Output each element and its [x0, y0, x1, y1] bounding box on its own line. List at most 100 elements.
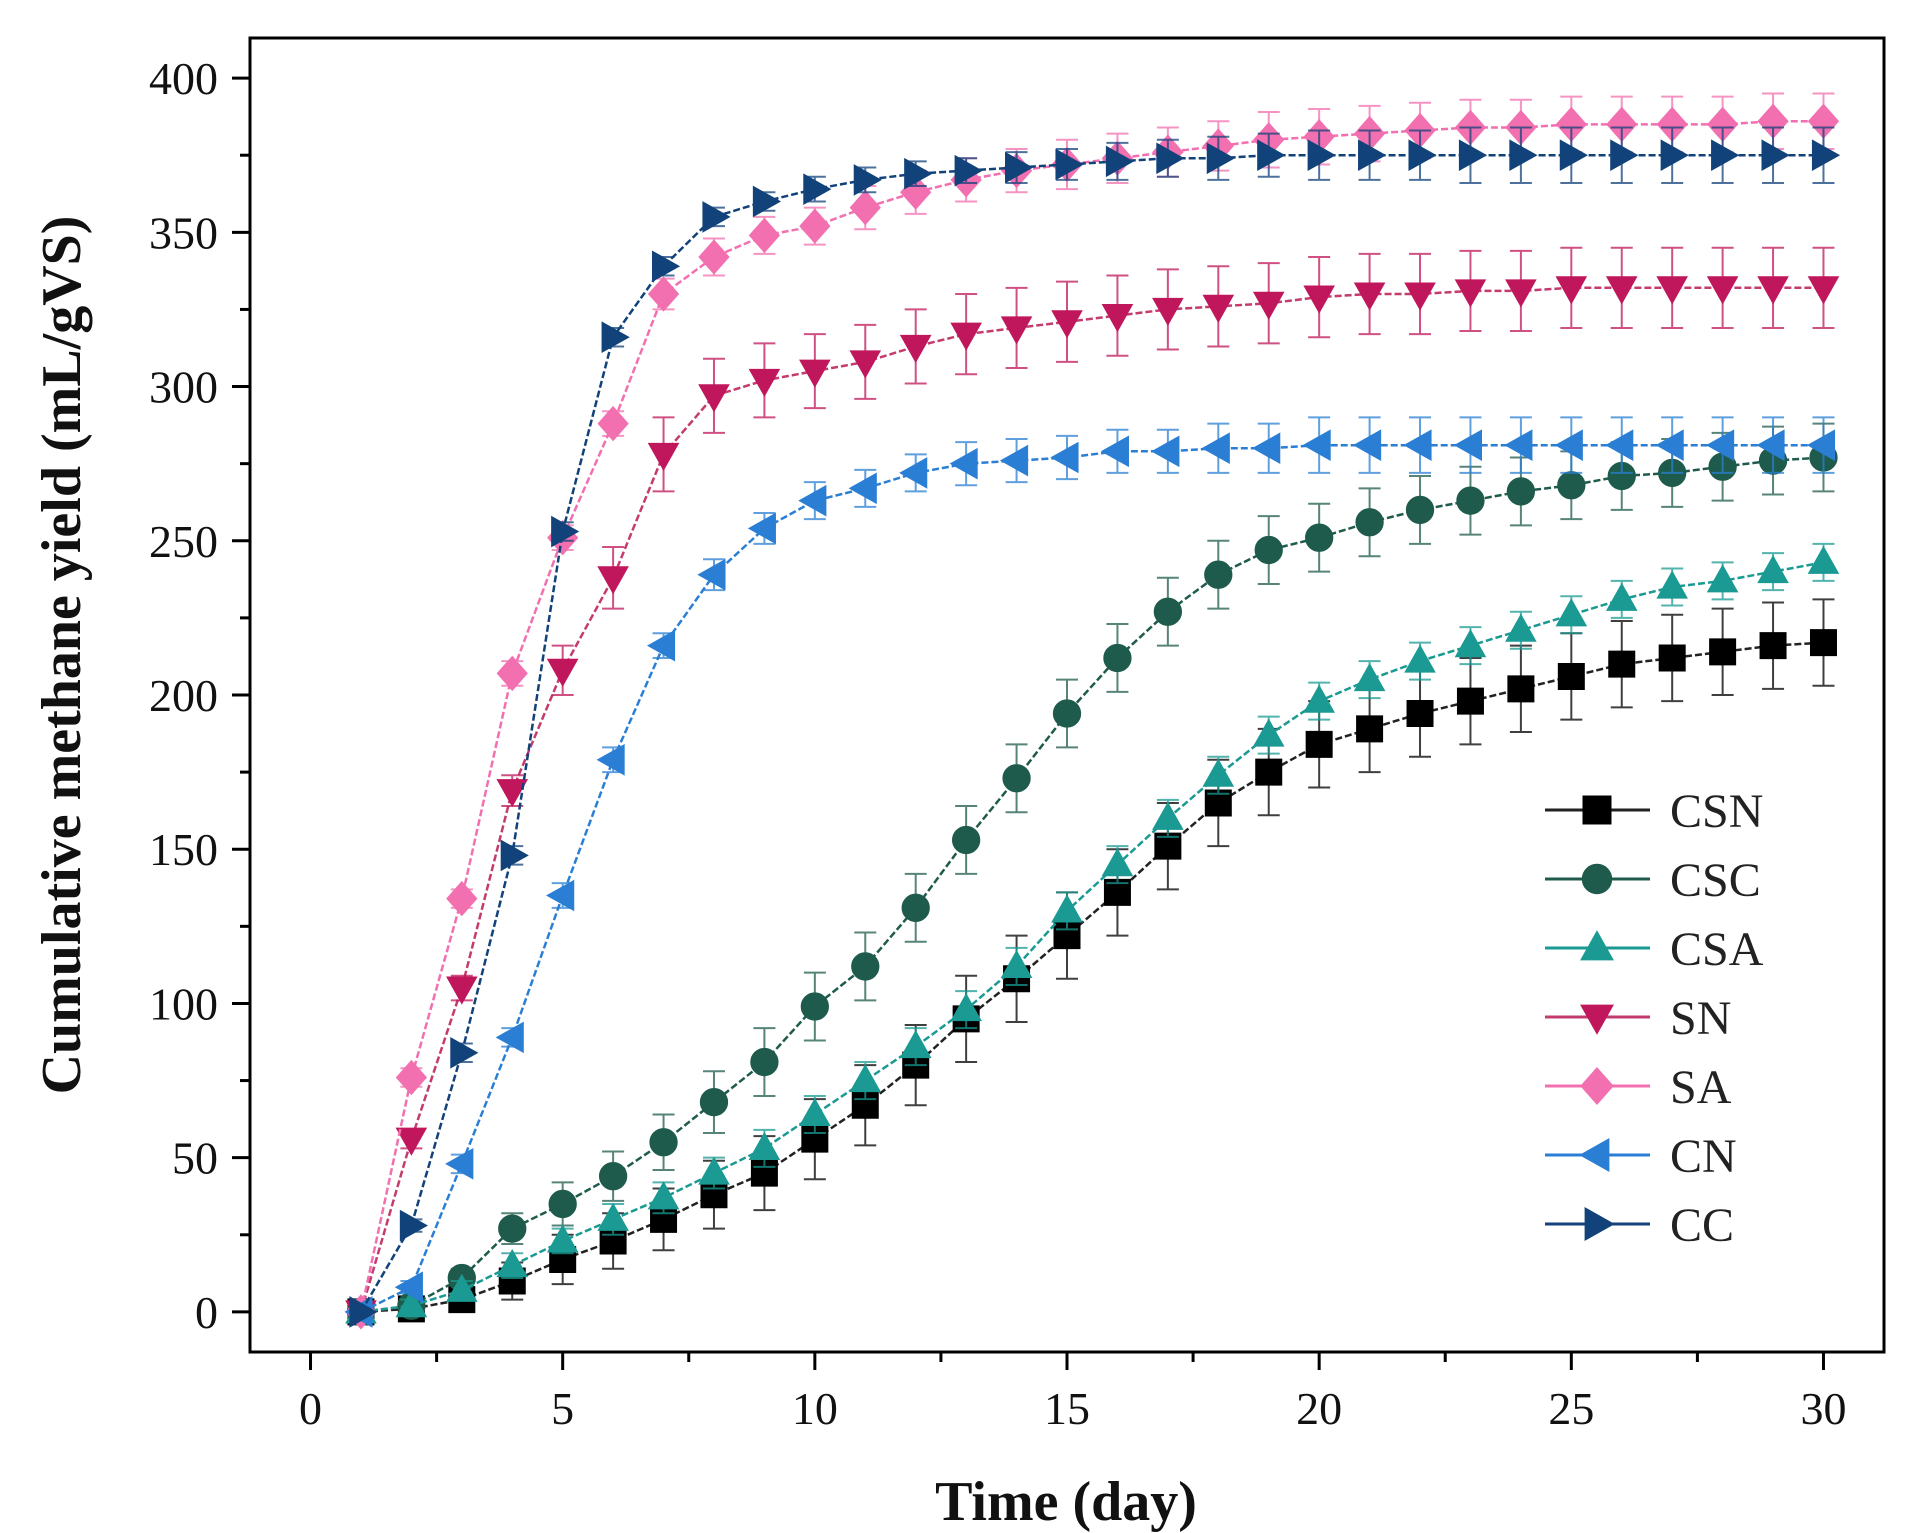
data-point-cc	[349, 1296, 378, 1328]
data-point-cc	[551, 515, 580, 548]
data-point-csa	[748, 1131, 781, 1160]
data-point-cc	[1509, 139, 1538, 172]
data-point-csc	[649, 1128, 678, 1157]
data-point-csn	[1608, 650, 1636, 678]
data-point-cc	[1610, 139, 1639, 172]
data-point-csc	[750, 1047, 779, 1077]
data-point-csa	[496, 1249, 529, 1278]
data-point-cc	[1307, 139, 1336, 172]
data-point-csa	[1101, 848, 1134, 877]
data-point-sn	[748, 368, 781, 398]
data-point-csc	[1254, 535, 1283, 565]
data-point-cn	[394, 1271, 423, 1304]
data-point-cn	[1705, 429, 1735, 461]
data-point-sa	[446, 880, 478, 917]
data-point-cc	[1206, 142, 1235, 175]
data-point-sa	[799, 208, 831, 244]
data-point-sn	[1252, 291, 1285, 320]
x-tick-label: 20	[1296, 1383, 1342, 1434]
data-point-sn	[1404, 282, 1436, 311]
data-point-csa	[1303, 684, 1335, 713]
data-point-csc	[548, 1189, 577, 1219]
data-point-cn	[747, 512, 776, 545]
legend-entry-cc: CC	[1545, 1199, 1734, 1252]
data-point-csc	[851, 952, 880, 981]
data-point-sn	[1152, 297, 1184, 327]
data-point-sa	[647, 276, 680, 312]
data-point-sn	[1202, 294, 1235, 323]
data-point-csn	[1658, 644, 1686, 672]
data-point-cc	[601, 321, 630, 354]
data-point-sn	[1101, 304, 1134, 333]
data-point-csn	[1709, 638, 1737, 666]
y-tick-label: 300	[149, 362, 218, 413]
data-point-cn	[798, 484, 827, 517]
data-point-csa	[1605, 582, 1638, 611]
data-point-cc	[1408, 139, 1437, 172]
data-point-csn	[1356, 715, 1384, 743]
data-point-sa	[748, 217, 781, 254]
series-cc	[349, 126, 1841, 1328]
data-point-csa	[446, 1273, 478, 1302]
data-point-csa	[546, 1224, 579, 1253]
data-point-csa	[849, 1063, 882, 1093]
legend-marker	[1580, 1067, 1614, 1105]
data-point-cn	[1050, 441, 1079, 474]
data-point-cc	[1257, 139, 1286, 172]
series-line-sa	[359, 120, 1824, 1313]
data-point-cc	[1711, 139, 1740, 172]
data-point-sn	[849, 350, 882, 379]
legend-entry-csn: CSN	[1545, 785, 1763, 838]
data-point-sn	[899, 334, 932, 364]
data-point-csa	[950, 992, 982, 1022]
data-point-sn	[1000, 316, 1033, 345]
data-point-sn	[950, 322, 982, 351]
y-tick-label: 0	[195, 1287, 218, 1338]
data-point-cn	[596, 743, 625, 776]
data-point-cc	[1559, 139, 1588, 172]
data-point-csa	[1000, 949, 1033, 978]
y-tick-label: 200	[149, 670, 218, 721]
data-point-cn	[1756, 429, 1785, 461]
data-point-csn	[1305, 730, 1333, 758]
data-point-cc	[1458, 139, 1488, 172]
data-point-cn	[1504, 429, 1533, 461]
data-point-csc	[901, 893, 930, 922]
data-point-csc	[1506, 477, 1536, 506]
data-point-cn	[1806, 429, 1836, 461]
legend-label: CSA	[1670, 923, 1764, 976]
data-point-sa	[496, 655, 528, 692]
data-point-csn	[1103, 878, 1131, 906]
legend-marker	[1582, 795, 1612, 825]
data-point-cn	[445, 1148, 474, 1180]
data-point-csn	[1456, 687, 1484, 715]
data-point-sn	[1757, 276, 1789, 305]
data-point-sn	[1051, 310, 1083, 339]
data-point-cc	[1761, 139, 1790, 172]
series-layer	[344, 92, 1841, 1330]
data-point-cc	[450, 1036, 479, 1069]
data-point-csa	[1454, 629, 1487, 658]
series-line-csa	[360, 561, 1824, 1314]
data-point-csa	[1807, 545, 1840, 574]
data-point-sn	[395, 1127, 428, 1156]
data-point-csa	[1505, 613, 1537, 642]
data-point-cn	[1605, 429, 1634, 461]
data-point-csa	[698, 1156, 730, 1185]
data-point-csa	[1252, 718, 1285, 747]
data-point-cn	[848, 472, 877, 505]
data-point-csa	[1202, 758, 1235, 787]
y-axis-title: Cumulative methane yield (mL/gVS)	[31, 216, 93, 1095]
data-point-sn	[1555, 276, 1588, 305]
data-point-cc	[853, 164, 882, 196]
series-csn	[347, 598, 1837, 1326]
data-point-csc	[1153, 597, 1183, 626]
data-point-csa	[799, 1097, 831, 1127]
y-tick-label: 250	[149, 516, 218, 567]
legend-marker	[1580, 930, 1614, 961]
data-point-cc	[1156, 142, 1185, 175]
data-point-cc	[752, 185, 782, 218]
data-point-cc	[1005, 151, 1034, 184]
data-point-csn	[1154, 832, 1182, 860]
y-tick-label: 150	[149, 824, 218, 875]
